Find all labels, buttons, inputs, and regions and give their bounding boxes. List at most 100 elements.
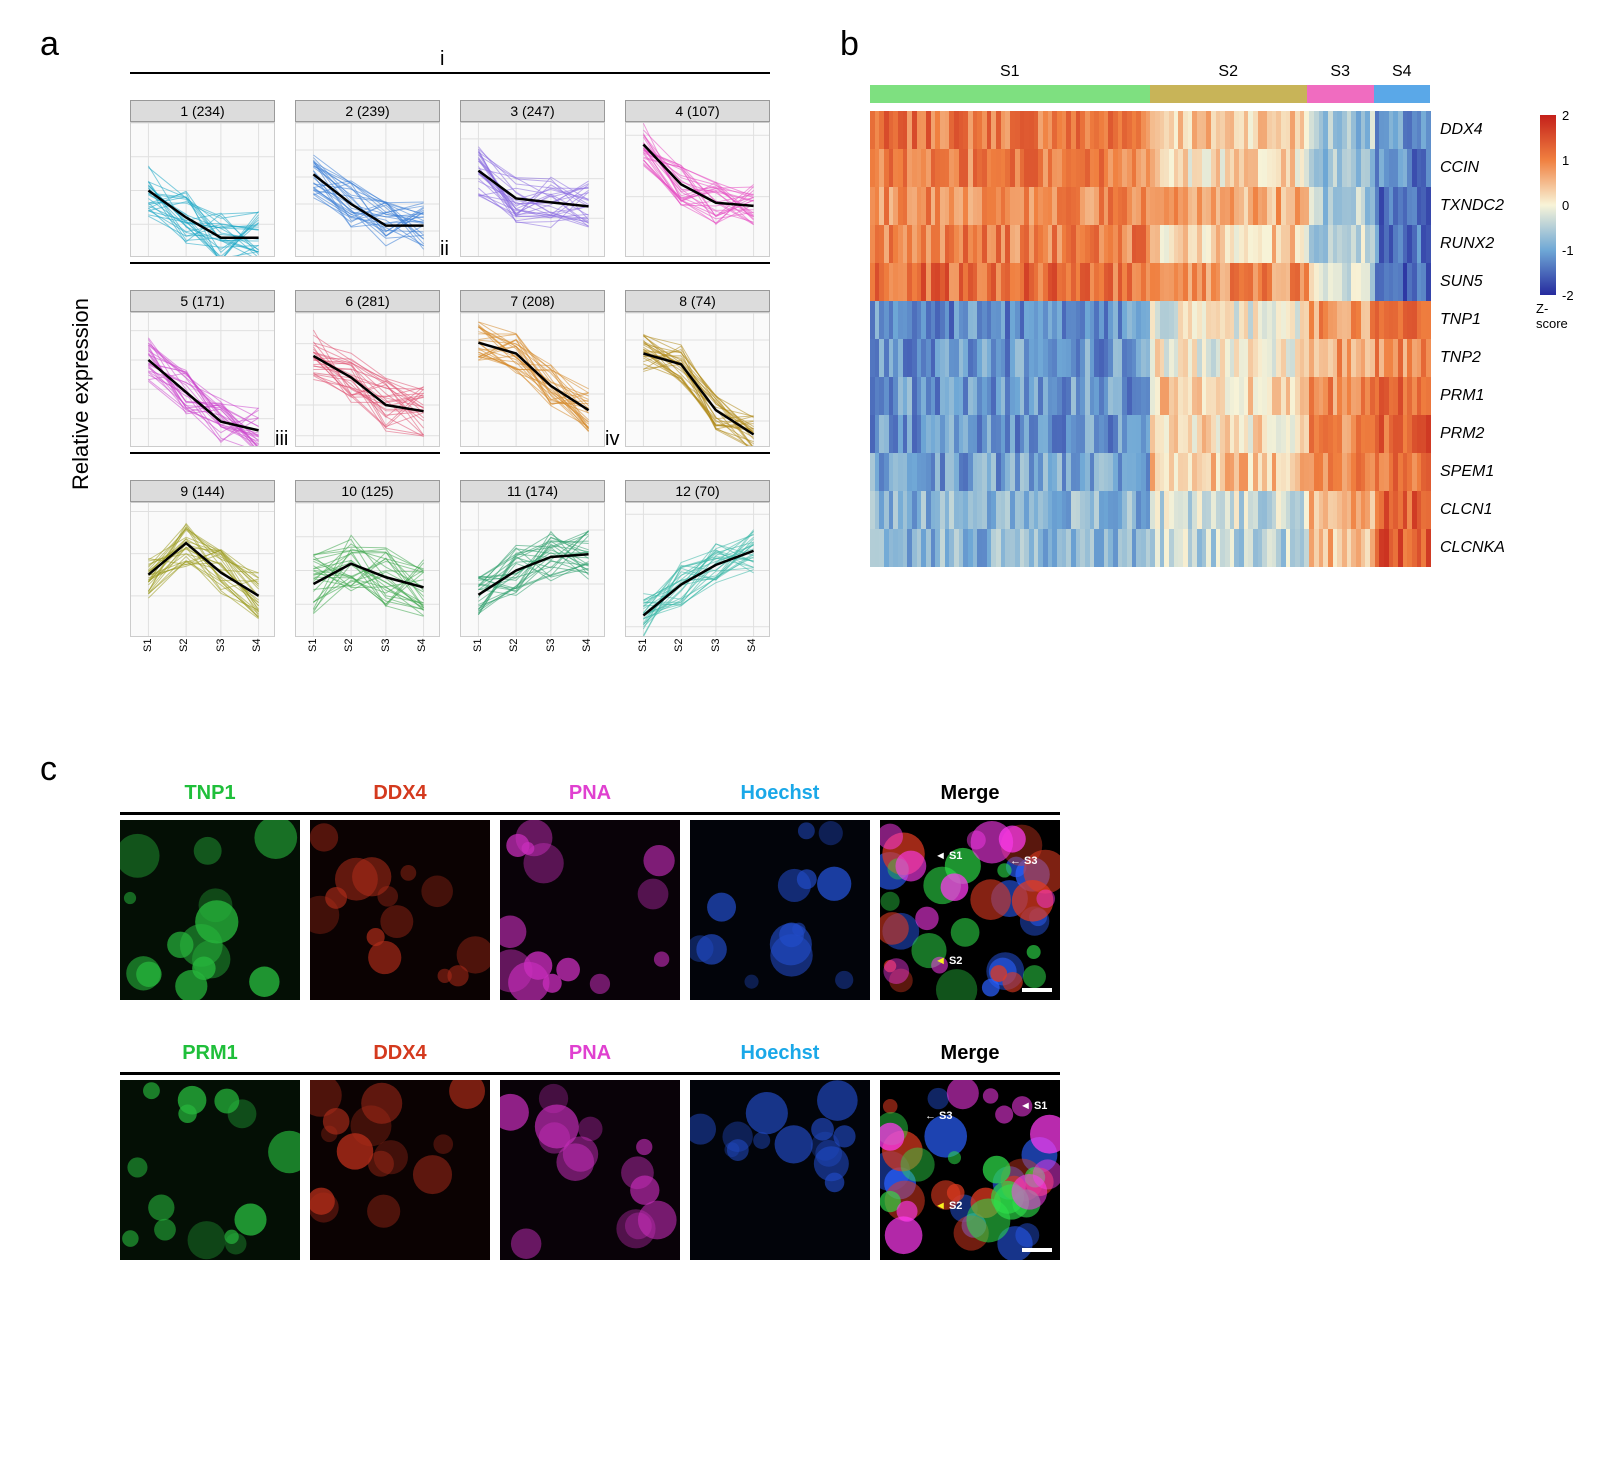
merge-annotation: ← S3	[1010, 855, 1038, 867]
gene-label: PRM1	[1430, 377, 1520, 415]
heatmap-row-cells	[870, 225, 1430, 263]
micro-image	[310, 1080, 490, 1260]
mini-panel-header: 2 (239)	[295, 100, 440, 122]
mini-panel-7: 7 (208)3.532.521.51	[460, 290, 605, 447]
micro-image	[310, 820, 490, 1000]
figure-root: a b c Relative expression iiiiiiiv 1 (23…	[0, 0, 1600, 1459]
heatmap-row-cells	[870, 339, 1430, 377]
group-bar-iii	[130, 452, 440, 454]
mini-chart: 43.532.521.5	[295, 122, 440, 257]
mini-panel-3: 3 (247)3.532.52	[460, 100, 605, 257]
colorbar-tick: 2	[1562, 108, 1569, 123]
heatmap-row: SPEM1	[870, 453, 1520, 491]
mini-chart: 3.532.521.51	[460, 312, 605, 447]
gene-label: PRM2	[1430, 415, 1520, 453]
gene-label: TXNDC2	[1430, 187, 1520, 225]
mini-chart: 43.532.52	[295, 502, 440, 637]
gene-label: SUN5	[1430, 263, 1520, 301]
mini-chart: 432	[460, 502, 605, 637]
z-colorbar	[1540, 115, 1556, 295]
xticks: S1S2S3S4	[625, 639, 770, 651]
heatmap-row-cells	[870, 111, 1430, 149]
heatmap-row: TNP1	[870, 301, 1520, 339]
heatmap-row: PRM1	[870, 377, 1520, 415]
stage-label: S4	[1392, 63, 1412, 81]
mini-panel-11: 11 (174)432 S1S2S3S4	[460, 480, 605, 651]
mini-chart: 3.532.52	[460, 122, 605, 257]
gene-label: CLCNKA	[1430, 529, 1520, 567]
mini-panel-header: 12 (70)	[625, 480, 770, 502]
micro-header: DDX4	[310, 782, 490, 809]
micro-image	[500, 1080, 680, 1260]
xticks: S1S2S3S4	[295, 639, 440, 651]
heatmap-row-cells	[870, 453, 1430, 491]
group-bar-iv	[460, 452, 770, 454]
scalebar	[1022, 1248, 1052, 1252]
mini-panel-header: 11 (174)	[460, 480, 605, 502]
group-label-iii: iii	[275, 428, 288, 451]
colorbar-tick: 0	[1562, 198, 1569, 213]
panel-b-heatmap: S1S2S3S4DDX4CCINTXNDC2RUNX2SUN5TNP1TNP2P…	[870, 85, 1520, 567]
gene-label: TNP1	[1430, 301, 1520, 339]
micro-headerbar	[120, 812, 1060, 815]
mini-chart: 3.532.521.51	[625, 312, 770, 447]
mini-chart: 321	[625, 122, 770, 257]
panel-a-label: a	[40, 25, 59, 64]
micro-header: PNA	[500, 782, 680, 809]
stage-label: S1	[1000, 63, 1020, 81]
mini-panel-header: 8 (74)	[625, 290, 770, 312]
gene-label: CCIN	[1430, 149, 1520, 187]
colorbar-tick: -1	[1562, 243, 1574, 258]
merge-annotation: ◄ S2	[935, 955, 962, 967]
micro-image-row: ◄ S1← S3◄ S2	[120, 820, 1060, 1000]
heatmap-row-cells	[870, 415, 1430, 453]
micro-header: Hoechst	[690, 782, 870, 809]
micro-header: Merge	[880, 782, 1060, 809]
mini-panel-10: 10 (125)43.532.52S1S2S3S4	[295, 480, 440, 651]
scalebar	[1022, 988, 1052, 992]
micro-image	[120, 1080, 300, 1260]
xticks: S1S2S3S4	[460, 639, 605, 651]
stage-label: S3	[1330, 63, 1350, 81]
group-bar-i	[130, 72, 770, 74]
group-label-i: i	[440, 48, 444, 71]
mini-panel-8: 8 (74)3.532.521.51	[625, 290, 770, 447]
colorbar-tick: 1	[1562, 153, 1569, 168]
micro-header: PRM1	[120, 1042, 300, 1069]
merge-annotation: ◄ S2	[935, 1200, 962, 1212]
micro-header-row: PRM1DDX4PNAHoechstMerge	[120, 1042, 1060, 1069]
xticks: S1S2S3S4	[130, 639, 275, 651]
stage-label: S2	[1218, 63, 1238, 81]
gene-label: RUNX2	[1430, 225, 1520, 263]
heatmap-row: CCIN	[870, 149, 1520, 187]
panel-a-ylabel: Relative expression	[68, 298, 94, 490]
heatmap-row-cells	[870, 149, 1430, 187]
micro-image	[500, 820, 680, 1000]
heatmap-row: RUNX2	[870, 225, 1520, 263]
heatmap-row: SUN5	[870, 263, 1520, 301]
mini-panel-2: 2 (239)43.532.521.5	[295, 100, 440, 257]
mini-panel-12: 12 (70)432S1S2S3S4	[625, 480, 770, 651]
gene-label: DDX4	[1430, 111, 1520, 149]
heatmap-row: TXNDC2	[870, 187, 1520, 225]
mini-panel-header: 7 (208)	[460, 290, 605, 312]
heatmap-row: CLCN1	[870, 491, 1520, 529]
colorbar-label: Z-score	[1536, 301, 1568, 331]
micro-image	[690, 820, 870, 1000]
micro-image-row: ← S3◄ S1◄ S2	[120, 1080, 1060, 1260]
mini-panel-9: 9 (144)4321S1S2S3S4	[130, 480, 275, 651]
gene-label: TNP2	[1430, 339, 1520, 377]
heatmap-row-cells	[870, 377, 1430, 415]
micro-header: TNP1	[120, 782, 300, 809]
micro-header: Merge	[880, 1042, 1060, 1069]
mini-panel-1: 1 (234)43.532.52	[130, 100, 275, 257]
heatmap-row-cells	[870, 491, 1430, 529]
heatmap-row-cells	[870, 263, 1430, 301]
group-label-iv: iv	[605, 428, 619, 451]
gene-label: CLCN1	[1430, 491, 1520, 529]
mini-chart: 43.532.52	[295, 312, 440, 447]
mini-panel-header: 4 (107)	[625, 100, 770, 122]
micro-image	[120, 820, 300, 1000]
mini-chart: 3.532.521.5	[130, 312, 275, 447]
micro-header: PNA	[500, 1042, 680, 1069]
